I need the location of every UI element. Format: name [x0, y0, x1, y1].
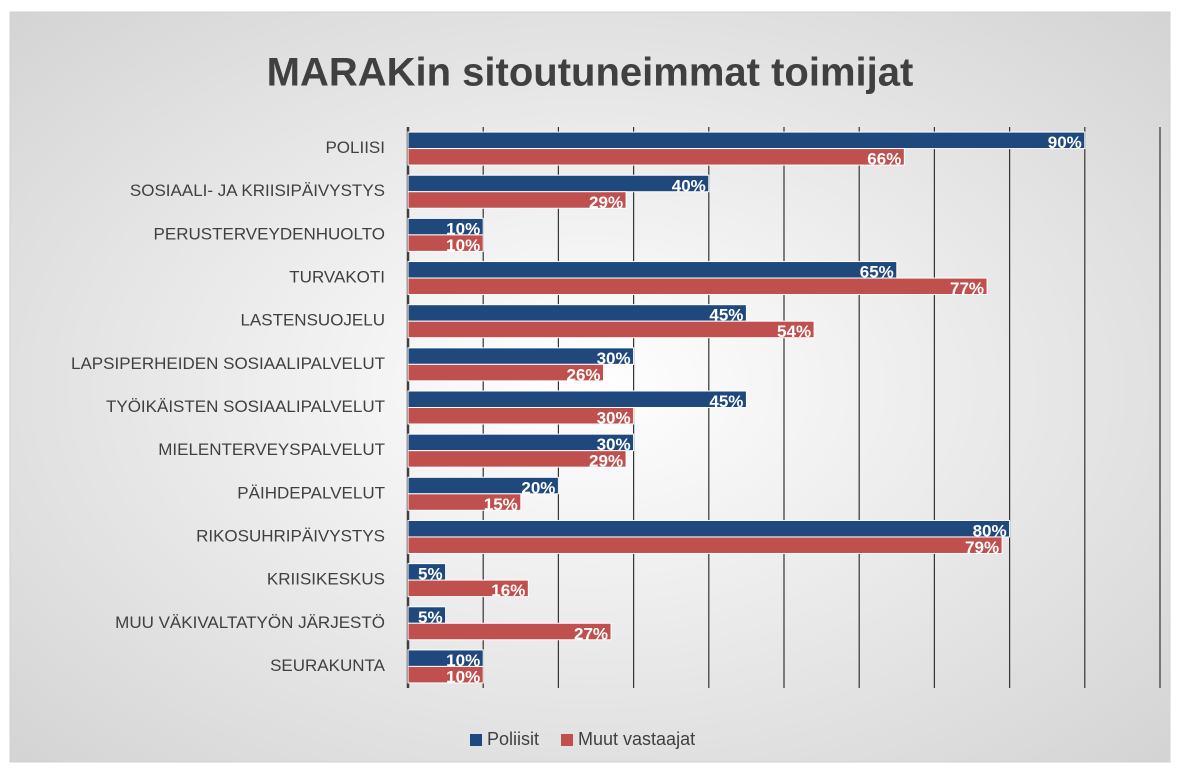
data-label: 5% [418, 565, 443, 584]
bar [407, 304, 747, 322]
bar [407, 579, 529, 598]
bar [407, 191, 627, 209]
bar [407, 261, 898, 279]
data-label: 45% [709, 392, 743, 411]
bar [407, 493, 522, 511]
data-label: 77% [950, 279, 984, 298]
bar [407, 665, 484, 684]
y-tick-label: SEURAKUNTA [270, 656, 386, 675]
bar [407, 277, 988, 296]
bar [407, 536, 1003, 554]
data-label: 10% [446, 236, 480, 255]
data-label: 30% [597, 409, 631, 428]
background [9, 11, 1171, 763]
data-label: 26% [566, 365, 600, 384]
data-label: 30% [597, 435, 631, 454]
y-tick-label: POLIISI [325, 138, 385, 157]
y-tick-label: TURVAKOTI [289, 268, 385, 287]
data-label: 66% [867, 150, 901, 169]
bar [407, 450, 627, 468]
bar [407, 131, 1086, 150]
bar [407, 148, 905, 166]
y-tick-label: SOSIAALI- JA KRIISIPÄIVYSTYS [130, 181, 385, 200]
data-label: 10% [446, 667, 480, 686]
bar [407, 407, 635, 425]
y-tick-label: LASTENSUOJELU [240, 311, 385, 330]
data-label: 80% [973, 521, 1007, 540]
data-label: 30% [597, 349, 631, 368]
y-tick-label: RIKOSUHRIPÄIVYSTYS [196, 526, 385, 545]
data-label: 29% [589, 452, 623, 471]
legend-label: Muut vastaajat [578, 729, 695, 749]
bar [407, 390, 747, 408]
data-label: 10% [446, 219, 480, 238]
y-tick-label: MUU VÄKIVALTATYÖN JÄRJESTÖ [115, 613, 385, 632]
chart-title: MARAKin sitoutuneimmat toimijat [267, 51, 914, 95]
data-label: 40% [672, 176, 706, 195]
y-tick-label: PÄIHDEPALVELUT [237, 483, 385, 502]
data-label: 54% [777, 322, 811, 341]
data-label: 27% [574, 624, 608, 643]
y-tick-label: KRIISIKESKUS [267, 570, 385, 589]
bar [407, 234, 484, 252]
y-tick-label: PERUSTERVEYDENHUOLTO [154, 224, 385, 243]
y-tick-label: TYÖIKÄISTEN SOSIAALIPALVELUT [106, 397, 385, 416]
data-label: 10% [446, 651, 480, 670]
y-tick-label: LAPSIPERHEIDEN SOSIAALIPALVELUT [71, 354, 385, 373]
legend-label: Poliisit [487, 729, 539, 749]
data-label: 16% [491, 581, 525, 600]
bar [407, 363, 605, 382]
bar [407, 622, 612, 641]
bar [407, 519, 1011, 538]
legend-swatch [561, 734, 574, 746]
legend-swatch [470, 734, 482, 746]
data-label: 79% [965, 538, 999, 557]
data-label: 45% [709, 306, 743, 325]
y-tick-label: MIELENTERVEYSPALVELUT [158, 440, 385, 459]
data-label: 5% [418, 608, 443, 627]
data-label: 90% [1048, 133, 1082, 152]
data-label: 65% [860, 263, 894, 282]
bar [407, 174, 710, 193]
data-label: 20% [521, 478, 555, 497]
bar [407, 320, 815, 339]
data-label: 15% [484, 495, 518, 514]
data-label: 29% [589, 193, 623, 212]
